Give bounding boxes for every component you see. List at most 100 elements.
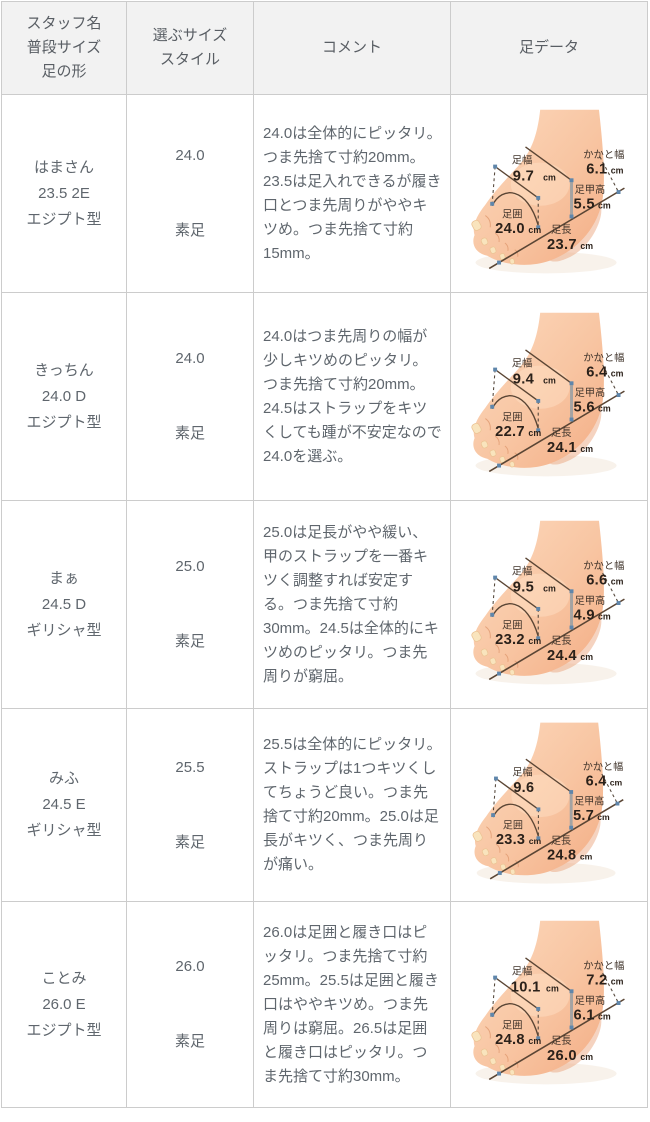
foot-length-label: 足長 xyxy=(551,224,572,236)
instep-height-label: 足甲高 xyxy=(574,994,605,1007)
foot-length-label: 足長 xyxy=(551,427,572,439)
staff-info: ことみ 26.0 E エジプト型 xyxy=(1,901,127,1108)
svg-text:cm: cm xyxy=(580,1051,593,1061)
foot-data-cell: 足幅 9.5 cm かかと幅 6.6 cm 足甲高 4.9 cm 足囲 23.2… xyxy=(450,500,648,709)
heel-width-label: かかと幅 xyxy=(583,350,624,363)
staff-info: きっちん 24.0 D エジプト型 xyxy=(1,292,127,501)
foot-width-value: 10.1 xyxy=(511,979,541,995)
svg-text:cm: cm xyxy=(598,611,611,621)
svg-text:cm: cm xyxy=(528,428,541,438)
size-value: 25.0 xyxy=(175,558,205,575)
foot-girth-value: 23.2 xyxy=(495,632,525,648)
instep-height-value: 5.5 xyxy=(573,196,594,212)
svg-text:cm: cm xyxy=(580,651,593,661)
foot-width-label: 足幅 xyxy=(512,964,533,977)
foot-diagram: 足幅 9.7 cm かかと幅 6.1 cm 足甲高 5.5 cm 足囲 24.0… xyxy=(469,107,626,275)
foot-girth-label: 足囲 xyxy=(502,1019,523,1031)
foot-length-value: 24.8 xyxy=(547,847,576,863)
foot-width-value: 9.7 xyxy=(513,168,534,184)
header-staff: スタッフ名 普段サイズ 足の形 xyxy=(1,1,127,95)
svg-text:cm: cm xyxy=(598,403,611,413)
instep-height-label: 足甲高 xyxy=(574,183,605,196)
foot-girth-label: 足囲 xyxy=(502,411,523,423)
table-row: ことみ 26.0 E エジプト型 26.0 素足 26.0は足囲と履き口はピッタ… xyxy=(1,901,648,1108)
size-value: 24.0 xyxy=(175,350,205,367)
svg-text:cm: cm xyxy=(580,851,593,861)
foot-diagram: 足幅 10.1 cm かかと幅 7.2 cm 足甲高 6.1 cm 足囲 24.… xyxy=(469,918,626,1086)
foot-girth-value: 24.0 xyxy=(495,221,525,237)
foot-girth-label: 足囲 xyxy=(502,619,523,631)
chosen-size: 26.0 素足 xyxy=(126,901,254,1108)
svg-text:cm: cm xyxy=(528,1036,541,1046)
heel-width-value: 6.6 xyxy=(586,572,607,588)
instep-height-value: 4.9 xyxy=(573,607,594,623)
svg-text:cm: cm xyxy=(580,443,593,453)
fit-comment: 24.0はつま先周りの幅が少しキツめのピッタリ。つま先捨て寸約20mm。24.5… xyxy=(253,292,451,501)
instep-height-value: 6.1 xyxy=(573,1007,594,1023)
svg-text:cm: cm xyxy=(610,777,623,787)
svg-text:cm: cm xyxy=(580,240,593,250)
svg-text:cm: cm xyxy=(528,636,541,646)
svg-text:cm: cm xyxy=(611,576,624,586)
style-label: 素足 xyxy=(174,222,205,239)
heel-width-value: 6.4 xyxy=(586,773,607,789)
chosen-size: 24.0 素足 xyxy=(126,292,254,501)
instep-height-value: 5.6 xyxy=(573,399,594,415)
foot-width-value: 9.6 xyxy=(513,780,534,796)
foot-width-label: 足幅 xyxy=(512,765,532,778)
heel-width-value: 6.1 xyxy=(586,161,607,177)
foot-diagram: 足幅 9.4 cm かかと幅 6.4 cm 足甲高 5.6 cm 足囲 22.7… xyxy=(469,310,626,478)
foot-girth-label: 足囲 xyxy=(502,208,523,220)
style-label: 素足 xyxy=(174,633,205,650)
table-row: きっちん 24.0 D エジプト型 24.0 素足 24.0はつま先周りの幅が少… xyxy=(1,292,648,501)
table-row: はまさん 23.5 2E エジプト型 24.0 素足 24.0は全体的にピッタリ… xyxy=(1,94,648,293)
foot-length-value: 26.0 xyxy=(547,1047,577,1063)
foot-width-value: 9.4 xyxy=(513,371,535,387)
fit-comment: 25.0は足長がやや緩い、甲のストラップを一番キツく調整すれば安定する。つま先捨… xyxy=(253,500,451,709)
foot-length-value: 24.4 xyxy=(547,647,577,663)
table-row: まぁ 24.5 D ギリシャ型 25.0 素足 25.0は足長がやや緩い、甲のス… xyxy=(1,500,648,709)
chosen-size: 25.5 素足 xyxy=(126,708,254,902)
foot-data-cell: 足幅 9.4 cm かかと幅 6.4 cm 足甲高 5.6 cm 足囲 22.7… xyxy=(450,292,648,501)
foot-girth-value: 24.8 xyxy=(495,1032,525,1048)
staff-info: まぁ 24.5 D ギリシャ型 xyxy=(1,500,127,709)
staff-info: はまさん 23.5 2E エジプト型 xyxy=(1,94,127,293)
heel-width-value: 7.2 xyxy=(586,972,607,988)
foot-length-label: 足長 xyxy=(551,635,572,647)
foot-width-label: 足幅 xyxy=(512,564,533,577)
instep-height-label: 足甲高 xyxy=(574,386,605,399)
size-value: 24.0 xyxy=(175,147,205,164)
style-label: 素足 xyxy=(174,1033,205,1050)
header-size: 選ぶサイズ スタイル xyxy=(126,1,254,95)
instep-height-label: 足甲高 xyxy=(574,794,604,807)
style-label: 素足 xyxy=(174,833,205,851)
instep-height-value: 5.7 xyxy=(573,807,594,823)
header-comment: コメント xyxy=(253,1,451,95)
svg-text:cm: cm xyxy=(598,1011,611,1021)
foot-data-cell: 足幅 9.7 cm かかと幅 6.1 cm 足甲高 5.5 cm 足囲 24.0… xyxy=(450,94,648,293)
svg-text:cm: cm xyxy=(528,225,541,235)
header-foot-data: 足データ xyxy=(450,1,648,95)
fit-comment: 24.0は全体的にピッタリ。つま先捨て寸約20mm。23.5は足入れできるが履き… xyxy=(253,94,451,293)
fit-comment: 26.0は足囲と履き口はピッタリ。つま先捨て寸約25mm。25.5は足囲と履き口… xyxy=(253,901,451,1108)
heel-width-label: かかと幅 xyxy=(583,147,624,160)
table-row: みふ 24.5 E ギリシャ型 25.5 素足 25.5は全体的にピッタリ。スト… xyxy=(1,708,648,902)
foot-width-value: 9.5 xyxy=(513,579,534,595)
svg-text:cm: cm xyxy=(543,583,556,593)
foot-length-value: 23.7 xyxy=(547,236,577,252)
svg-text:cm: cm xyxy=(611,165,624,175)
heel-width-value: 6.4 xyxy=(586,364,608,380)
svg-text:cm: cm xyxy=(543,375,556,385)
svg-text:cm: cm xyxy=(529,836,542,846)
foot-length-label: 足長 xyxy=(551,1035,572,1047)
foot-length-value: 24.1 xyxy=(547,439,577,455)
heel-width-label: かかと幅 xyxy=(583,759,623,772)
svg-text:cm: cm xyxy=(543,172,556,182)
size-value: 25.5 xyxy=(175,758,205,776)
foot-girth-value: 22.7 xyxy=(495,424,525,440)
heel-width-label: かかと幅 xyxy=(583,558,624,571)
chosen-size: 25.0 素足 xyxy=(126,500,254,709)
chosen-size: 24.0 素足 xyxy=(126,94,254,293)
heel-width-label: かかと幅 xyxy=(583,958,624,971)
